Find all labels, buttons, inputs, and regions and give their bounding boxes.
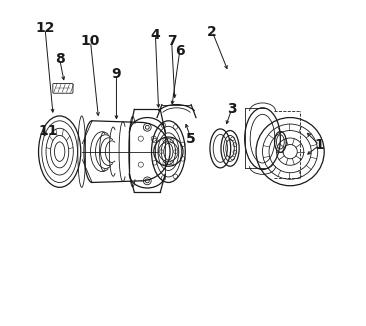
Text: 2: 2 [208,24,217,38]
Text: 9: 9 [112,67,121,81]
Text: 10: 10 [81,34,100,48]
Text: 11: 11 [38,124,58,138]
Text: 12: 12 [35,21,55,35]
Text: 6: 6 [175,44,184,58]
Text: 7: 7 [167,34,176,48]
Text: 5: 5 [186,132,196,146]
Text: 4: 4 [150,28,160,42]
Text: 1: 1 [314,138,324,152]
Text: 3: 3 [227,102,236,116]
Text: 8: 8 [55,52,64,66]
